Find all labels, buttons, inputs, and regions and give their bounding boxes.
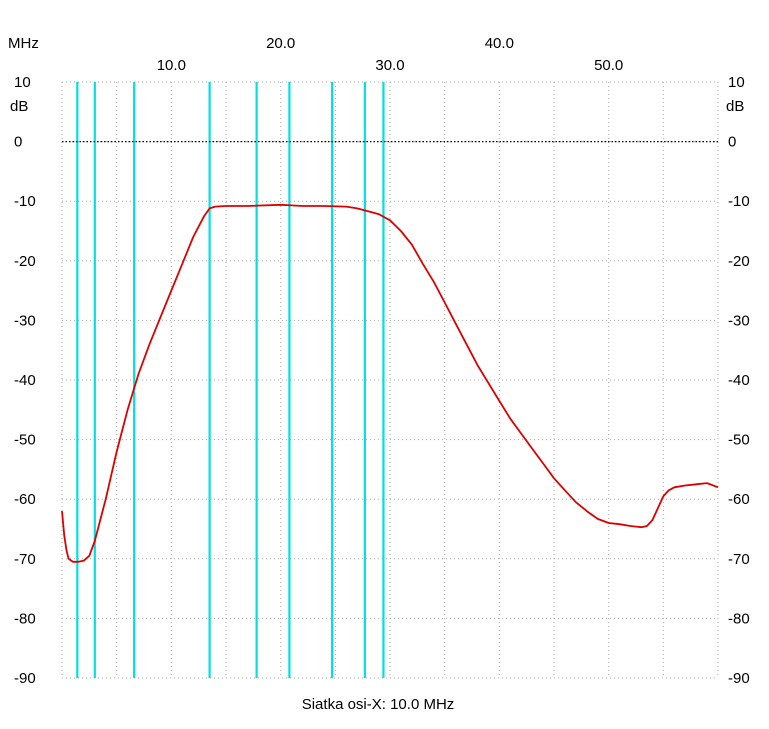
y-tick-label-right: -20 [728, 253, 750, 270]
y-tick-label-left: -10 [14, 193, 36, 210]
y-tick-label-right: 10 [728, 74, 745, 91]
y-tick-label-left: -70 [14, 551, 36, 568]
y-tick-label-right: -50 [728, 432, 750, 449]
y-unit-label-right: dB [726, 98, 744, 115]
y-tick-label-left: 0 [14, 134, 22, 151]
y-tick-label-left: -60 [14, 491, 36, 508]
x-axis-footer: Siatka osi-X: 10.0 MHz [302, 696, 455, 713]
y-tick-label-right: 0 [728, 134, 736, 151]
y-tick-label-left: -80 [14, 610, 36, 627]
y-tick-label-left: -90 [14, 670, 36, 687]
y-tick-label-left: -50 [14, 432, 36, 449]
response-curve [61, 203, 719, 563]
y-tick-label-right: -40 [728, 372, 750, 389]
y-tick-label-right: -70 [728, 551, 750, 568]
axis-labels: MHz dB dB Siatka osi-X: 10.0 MHz 10 10 0 0 -… [8, 35, 750, 713]
x-tick-label-lower: 30.0 [375, 57, 404, 74]
y-tick-label-right: -90 [728, 670, 750, 687]
x-tick-label-lower: 50.0 [594, 57, 623, 74]
frequency-markers [76, 82, 385, 678]
y-tick-label-left: -40 [14, 372, 36, 389]
x-tick-label-upper: 20.0 [266, 35, 295, 52]
response-curve-group [61, 203, 719, 563]
y-tick-label-left: -30 [14, 312, 36, 329]
y-tick-label-left: -20 [14, 253, 36, 270]
x-tick-label-upper: 40.0 [485, 35, 514, 52]
x-unit-label: MHz [8, 35, 39, 52]
y-unit-label-left: dB [10, 98, 28, 115]
x-tick-label-lower: 10.0 [157, 57, 186, 74]
y-tick-label-right: -10 [728, 193, 750, 210]
grid [61, 81, 719, 679]
y-tick-label-right: -60 [728, 491, 750, 508]
y-tick-label-right: -30 [728, 312, 750, 329]
y-tick-label-left: 10 [14, 74, 31, 91]
y-tick-label-right: -80 [728, 610, 750, 627]
